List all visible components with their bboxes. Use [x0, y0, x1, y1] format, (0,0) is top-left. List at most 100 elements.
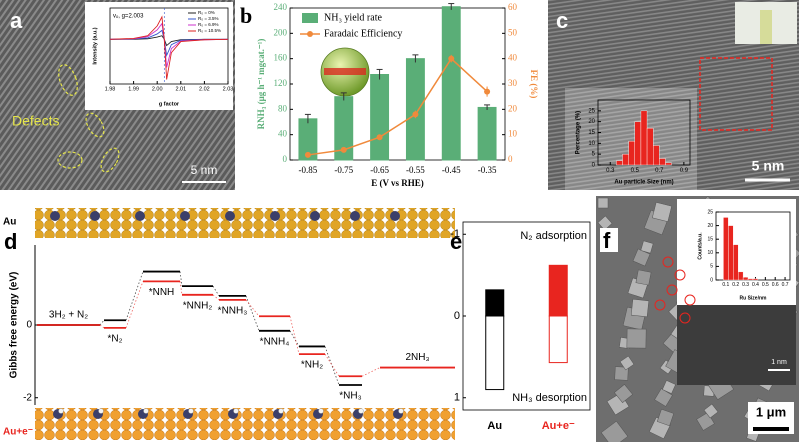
legend-label: Au	[3, 217, 16, 228]
hydrogen	[233, 408, 239, 414]
y-tick-label: 160	[274, 53, 288, 63]
molecule	[135, 211, 145, 221]
inset-image	[677, 305, 796, 385]
bar	[752, 278, 759, 281]
scale-bar-label: 5 nm	[752, 158, 785, 174]
y-tick-label: 10	[588, 141, 595, 147]
bar	[738, 271, 744, 281]
chart: 1.98 1.99 2.00 2.01 2.02 2.03 g factor Intensit…	[92, 7, 234, 107]
y-tick-label: 5	[710, 264, 713, 270]
bar	[548, 315, 568, 364]
connector	[179, 281, 183, 295]
chart: 0 5 10 15 20 25 0.3 0.5 0.7 0.9 Au particle Size (…	[576, 99, 691, 186]
state-label: *NNH₄	[260, 336, 290, 347]
legend-label: R₀ = 0%	[198, 10, 215, 15]
x-tick-label: 0.3	[606, 168, 615, 174]
region-marker	[699, 57, 773, 131]
state-label: *NNH₃	[218, 306, 248, 317]
bar	[733, 244, 739, 281]
y2-tick-label: 40	[508, 53, 518, 63]
x-axis-label: Au particle Size (nm)	[614, 180, 673, 186]
y-tick-label: 0	[26, 320, 32, 331]
x-tick-label: -0.45	[442, 165, 461, 175]
hydrogen	[188, 408, 194, 414]
y-tick-label: 25	[588, 108, 595, 114]
x-tick-label: 0.6	[772, 282, 779, 288]
annotation: Defects	[12, 113, 59, 129]
x-tick-label: 2.00	[152, 86, 163, 92]
particle-markers	[654, 256, 696, 324]
legend-marker	[307, 31, 313, 37]
hydrogen	[318, 408, 324, 414]
bar	[634, 121, 642, 166]
connector	[179, 271, 183, 287]
y-tick-label: -1	[450, 228, 460, 240]
bar	[728, 225, 734, 281]
point	[376, 134, 383, 141]
connector	[289, 330, 300, 347]
crystal	[630, 298, 650, 318]
bar	[659, 158, 666, 166]
connector	[99, 320, 105, 326]
series-label: NH₃ desorption	[512, 392, 587, 404]
legend-swatch	[302, 13, 318, 23]
legend-label: R₀ = 3.5%	[198, 16, 219, 21]
x-tick-label: -0.55	[406, 165, 425, 175]
bar	[640, 110, 648, 166]
bar	[485, 315, 505, 391]
panel-label: c	[556, 8, 568, 33]
x-tick-label: 0.4	[752, 282, 759, 288]
connector	[99, 324, 105, 329]
y-axis-label: RNH₃ (μg h⁻¹ mgcat.⁻¹)	[256, 39, 266, 130]
molecule	[225, 211, 235, 221]
scale-bar-label: 1 μm	[756, 404, 786, 419]
x-tick-label: 0.7	[782, 282, 789, 288]
state-label: *NNH₂	[183, 300, 213, 311]
adsorbates	[50, 211, 404, 419]
bar	[441, 6, 461, 161]
legend-label: Faradaic Efficiency	[324, 28, 402, 39]
bar	[747, 278, 754, 281]
state-label: *NNH	[149, 287, 175, 298]
label-background	[600, 228, 618, 252]
x-tick-label: -0.65	[370, 165, 389, 175]
crystal	[614, 366, 629, 381]
x-tick-label: 2.03	[223, 86, 234, 92]
x-tick-label: 1.98	[105, 86, 116, 92]
x-tick-label: Au+e⁻	[542, 420, 575, 432]
x-tick-label: 0.1	[722, 282, 729, 288]
y-tick-label: 0	[283, 154, 288, 164]
connector	[245, 299, 260, 317]
state-label: *NH₂	[301, 360, 323, 371]
x-tick-label: 2.01	[175, 86, 186, 92]
connector	[324, 346, 340, 386]
panel-label: a	[10, 8, 23, 33]
connector	[125, 271, 144, 321]
y-axis-label: Gibbs free energy (eV)	[9, 272, 20, 379]
molecule	[180, 211, 190, 221]
legend-label: NH₃ yield rate	[324, 12, 382, 23]
x-axis-label: Ru Size/nm	[740, 295, 768, 301]
chart: 0 5 10 15 20 25 0.1 0.2 0.3 0.4 0.5 0.6 0.7 Ru Size/n…	[697, 209, 791, 301]
x-tick-label: 0.3	[742, 282, 749, 288]
legend-label: R₀ = 6.9%	[198, 22, 219, 27]
y-tick-label: 80	[278, 103, 288, 113]
x-tick-label: -0.35	[478, 165, 497, 175]
y2-tick-label: 0	[508, 154, 513, 164]
bar	[548, 264, 568, 317]
bar	[723, 217, 729, 281]
crystal	[626, 328, 647, 349]
bar	[485, 289, 505, 317]
point	[304, 151, 311, 158]
bar	[665, 162, 672, 166]
x-tick-label: -0.85	[299, 165, 318, 175]
vial	[760, 10, 772, 44]
bar	[370, 74, 390, 161]
y-tick-label: 0	[454, 310, 460, 322]
scale-bar-label: 5 nm	[191, 163, 218, 177]
connector	[212, 294, 220, 301]
molecule	[390, 211, 400, 221]
crystal	[640, 240, 654, 254]
y2-tick-label: 10	[508, 129, 518, 139]
